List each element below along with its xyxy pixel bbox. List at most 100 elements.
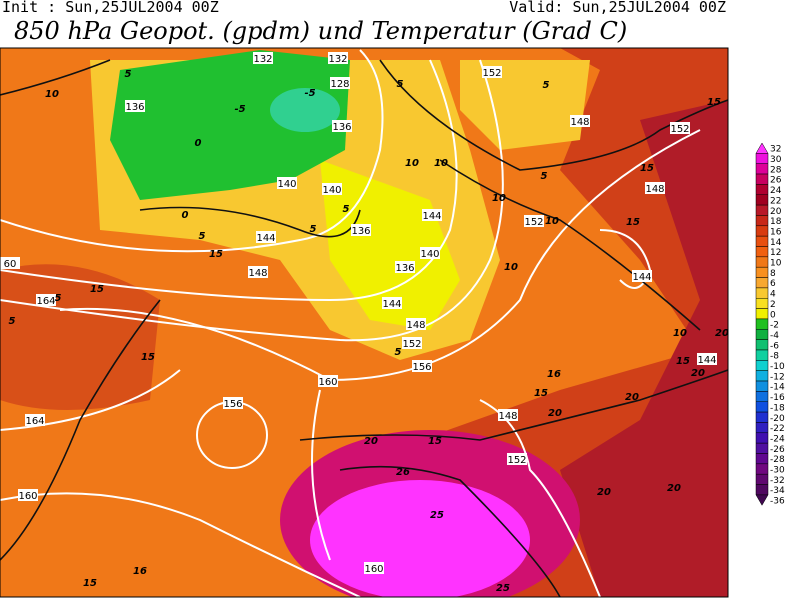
- temperature-label: 10: [504, 262, 518, 273]
- colorbar-swatch: [755, 194, 769, 206]
- geopotential-label: 164: [36, 296, 55, 307]
- geopotential-label: 144: [422, 211, 441, 222]
- geopotential-label-box: [382, 297, 402, 309]
- geopotential-label-box: [328, 52, 348, 64]
- temperature-label: 5: [395, 347, 402, 358]
- temperature-label: 20: [691, 368, 705, 379]
- geopotential-label: 160: [18, 491, 37, 502]
- geopotential-label-box: [645, 182, 665, 194]
- geopotential-label-box: [395, 261, 415, 273]
- colorbar-swatch: [755, 277, 769, 289]
- temperature-label: -5: [234, 104, 245, 115]
- colorbar-swatch: [755, 142, 769, 154]
- colorbar-swatch: [755, 287, 769, 299]
- temperature-label: 15: [141, 352, 155, 363]
- geopotential-label: 148: [248, 268, 267, 279]
- geopotential-label-box: [330, 77, 350, 89]
- temperature-label: 25: [430, 510, 444, 521]
- cool-tongue: [320, 160, 460, 330]
- temperature-label: 10: [492, 193, 506, 204]
- colorbar-label: -4: [770, 331, 779, 341]
- colorbar-label: 28: [770, 165, 782, 175]
- geopotential-label: 152: [402, 339, 421, 350]
- geopotential-label: 136: [332, 122, 351, 133]
- colorbar-label: -12: [770, 372, 785, 382]
- geopotential-label: 160: [318, 377, 337, 388]
- temperature-label: 15: [83, 578, 97, 589]
- colorbar-swatch: [755, 308, 769, 320]
- geopotential-label: 148: [498, 411, 517, 422]
- colorbar-swatch: [755, 215, 769, 227]
- temperature-label: 15: [676, 356, 690, 367]
- colorbar-label: -24: [770, 434, 785, 444]
- map-title: 850 hPa Geopot. (gpdm) und Temperatur (G…: [14, 17, 628, 45]
- temperature-label: 20: [364, 436, 378, 447]
- temperature-label: 5: [55, 293, 62, 304]
- geopotential-label: 140: [277, 179, 296, 190]
- geopotential-label-box: [36, 294, 56, 306]
- temperature-label: 15: [428, 436, 442, 447]
- geopotential-label-box: [697, 353, 717, 365]
- temperature-label: 10: [45, 89, 59, 100]
- geopotential-label-box: [570, 115, 590, 127]
- colorbar-label: -8: [770, 352, 779, 362]
- temperature-label: 15: [90, 284, 104, 295]
- geopotential-label-box: [277, 177, 297, 189]
- colorbar-swatch: [755, 401, 769, 413]
- temperature-label: 25: [496, 583, 510, 594]
- geopotential-label: 156: [223, 399, 242, 410]
- colorbar-label: -14: [770, 383, 785, 393]
- temperature-label: 26: [396, 467, 410, 478]
- map-field: 132 132 128 136 136 140 140 136 144 144 140 136 148 1…: [0, 48, 728, 597]
- temperature-label: 5: [397, 79, 404, 90]
- colorbar-label: 4: [770, 290, 776, 300]
- temperature-label: 10: [545, 216, 559, 227]
- temperature-label: 5: [199, 231, 206, 242]
- colorbar-swatch: [755, 266, 769, 278]
- colorbar-label: -18: [770, 403, 785, 413]
- geopotential-label: 128: [330, 79, 349, 90]
- geopotential-label-box: [253, 52, 273, 64]
- coldest-north: [270, 88, 340, 132]
- colorbar-label: 0: [770, 310, 776, 320]
- hot-east: [560, 100, 728, 597]
- geopotential-label-box: [406, 318, 426, 330]
- temperature-label: 5: [343, 204, 350, 215]
- temperature-label: 5: [125, 69, 132, 80]
- geopotential-label: 144: [697, 355, 716, 366]
- geopotential-label: 144: [382, 299, 401, 310]
- geopotential-label-box: [507, 453, 527, 465]
- colorbar-swatch: [755, 411, 769, 423]
- geopotential-contours: [0, 49, 701, 597]
- colorbar-label: -10: [770, 362, 785, 372]
- temperature-label: 10: [434, 158, 448, 169]
- colorbar-swatch: [755, 184, 769, 195]
- colorbar-swatch: [755, 370, 769, 382]
- geopotential-label: 152: [482, 68, 501, 79]
- geopotential-label: 148: [570, 117, 589, 128]
- temperature-label: 20: [667, 483, 681, 494]
- colorbar-label: -28: [770, 455, 785, 465]
- colorbar-swatch: [755, 432, 769, 444]
- temperature-label: 15: [640, 163, 654, 174]
- mild-northeast: [460, 60, 590, 150]
- colorbar-swatch: [755, 298, 769, 309]
- colorbar-swatch: [755, 422, 769, 434]
- colorbar-label: -26: [770, 445, 785, 455]
- init-time: Init : Sun,25JUL2004 00Z: [2, 0, 219, 16]
- geopotential-label-box: [524, 215, 544, 227]
- geopotential-label: 160: [364, 564, 383, 575]
- colorbar-label: -36: [770, 497, 785, 507]
- temperature-label: 16: [547, 369, 561, 380]
- colorbar-label: 18: [770, 217, 782, 227]
- temperature-label: 5: [9, 316, 16, 327]
- temperature-label: 16: [133, 566, 147, 577]
- colorbar-swatch: [755, 494, 769, 506]
- temperature-label: 15: [626, 217, 640, 228]
- colorbar-swatch: [755, 256, 769, 268]
- colorbar-swatch: [755, 380, 769, 392]
- colorbar-label: 22: [770, 196, 781, 206]
- temperature-label: 15: [707, 97, 721, 108]
- colorbar-label: -32: [770, 476, 785, 486]
- colorbar-swatch: [755, 153, 769, 164]
